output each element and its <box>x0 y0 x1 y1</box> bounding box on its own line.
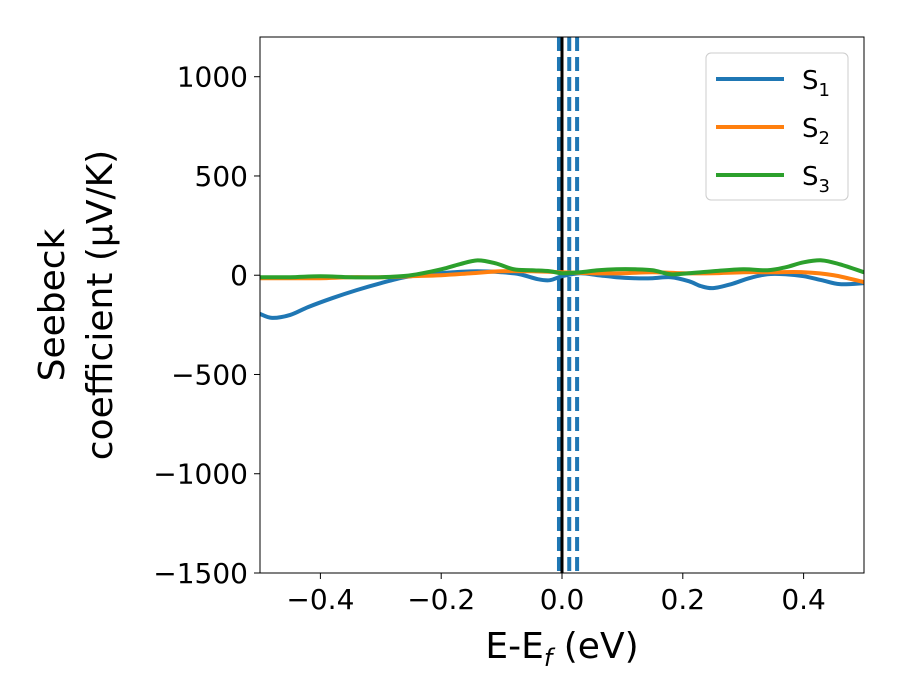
x-tick-label: 0.2 <box>661 583 706 616</box>
y-tick-label: 1000 <box>177 61 248 94</box>
y-axis-ticks: 1000 500 0 −500 −1000 −1500 <box>153 61 260 590</box>
legend-entry: S3 <box>802 162 830 197</box>
legend-entry: S2 <box>802 114 830 149</box>
series-line-S3 <box>260 258 864 280</box>
vertical-marker-lines <box>556 37 580 573</box>
y-axis-label-line1: Seebeck <box>32 228 73 381</box>
legend-entry-name: S <box>802 114 819 144</box>
x-axis-label-main: E-E <box>485 626 543 667</box>
legend-entry-sub: 2 <box>819 128 830 149</box>
legend-entry: S1 <box>802 66 830 101</box>
x-tick-label: −0.4 <box>286 583 354 616</box>
y-tick-label: 500 <box>195 160 248 193</box>
x-tick-label: −0.2 <box>407 583 475 616</box>
y-axis-label: Seebeck coefficient (μV/K) <box>32 150 121 460</box>
y-tick-label: −1500 <box>153 557 248 590</box>
y-tick-label: −1000 <box>153 458 248 491</box>
x-axis-label-unit: (eV) <box>552 626 638 667</box>
legend-entry-name: S <box>802 66 819 96</box>
y-tick-label: −500 <box>171 358 248 391</box>
legend-entry-sub: 3 <box>819 176 830 197</box>
x-axis-ticks: −0.4 −0.2 0.0 0.2 0.4 <box>286 573 826 616</box>
y-axis-label-line2: coefficient (μV/K) <box>80 150 121 460</box>
legend-entry-name: S <box>802 162 819 192</box>
series-lines <box>260 258 864 320</box>
legend-entry-sub: 1 <box>819 80 830 101</box>
x-tick-label: 0.4 <box>781 583 826 616</box>
y-tick-label: 0 <box>230 259 248 292</box>
x-tick-label: 0.0 <box>540 583 585 616</box>
x-axis-label: E-Ef (eV) <box>485 626 638 672</box>
